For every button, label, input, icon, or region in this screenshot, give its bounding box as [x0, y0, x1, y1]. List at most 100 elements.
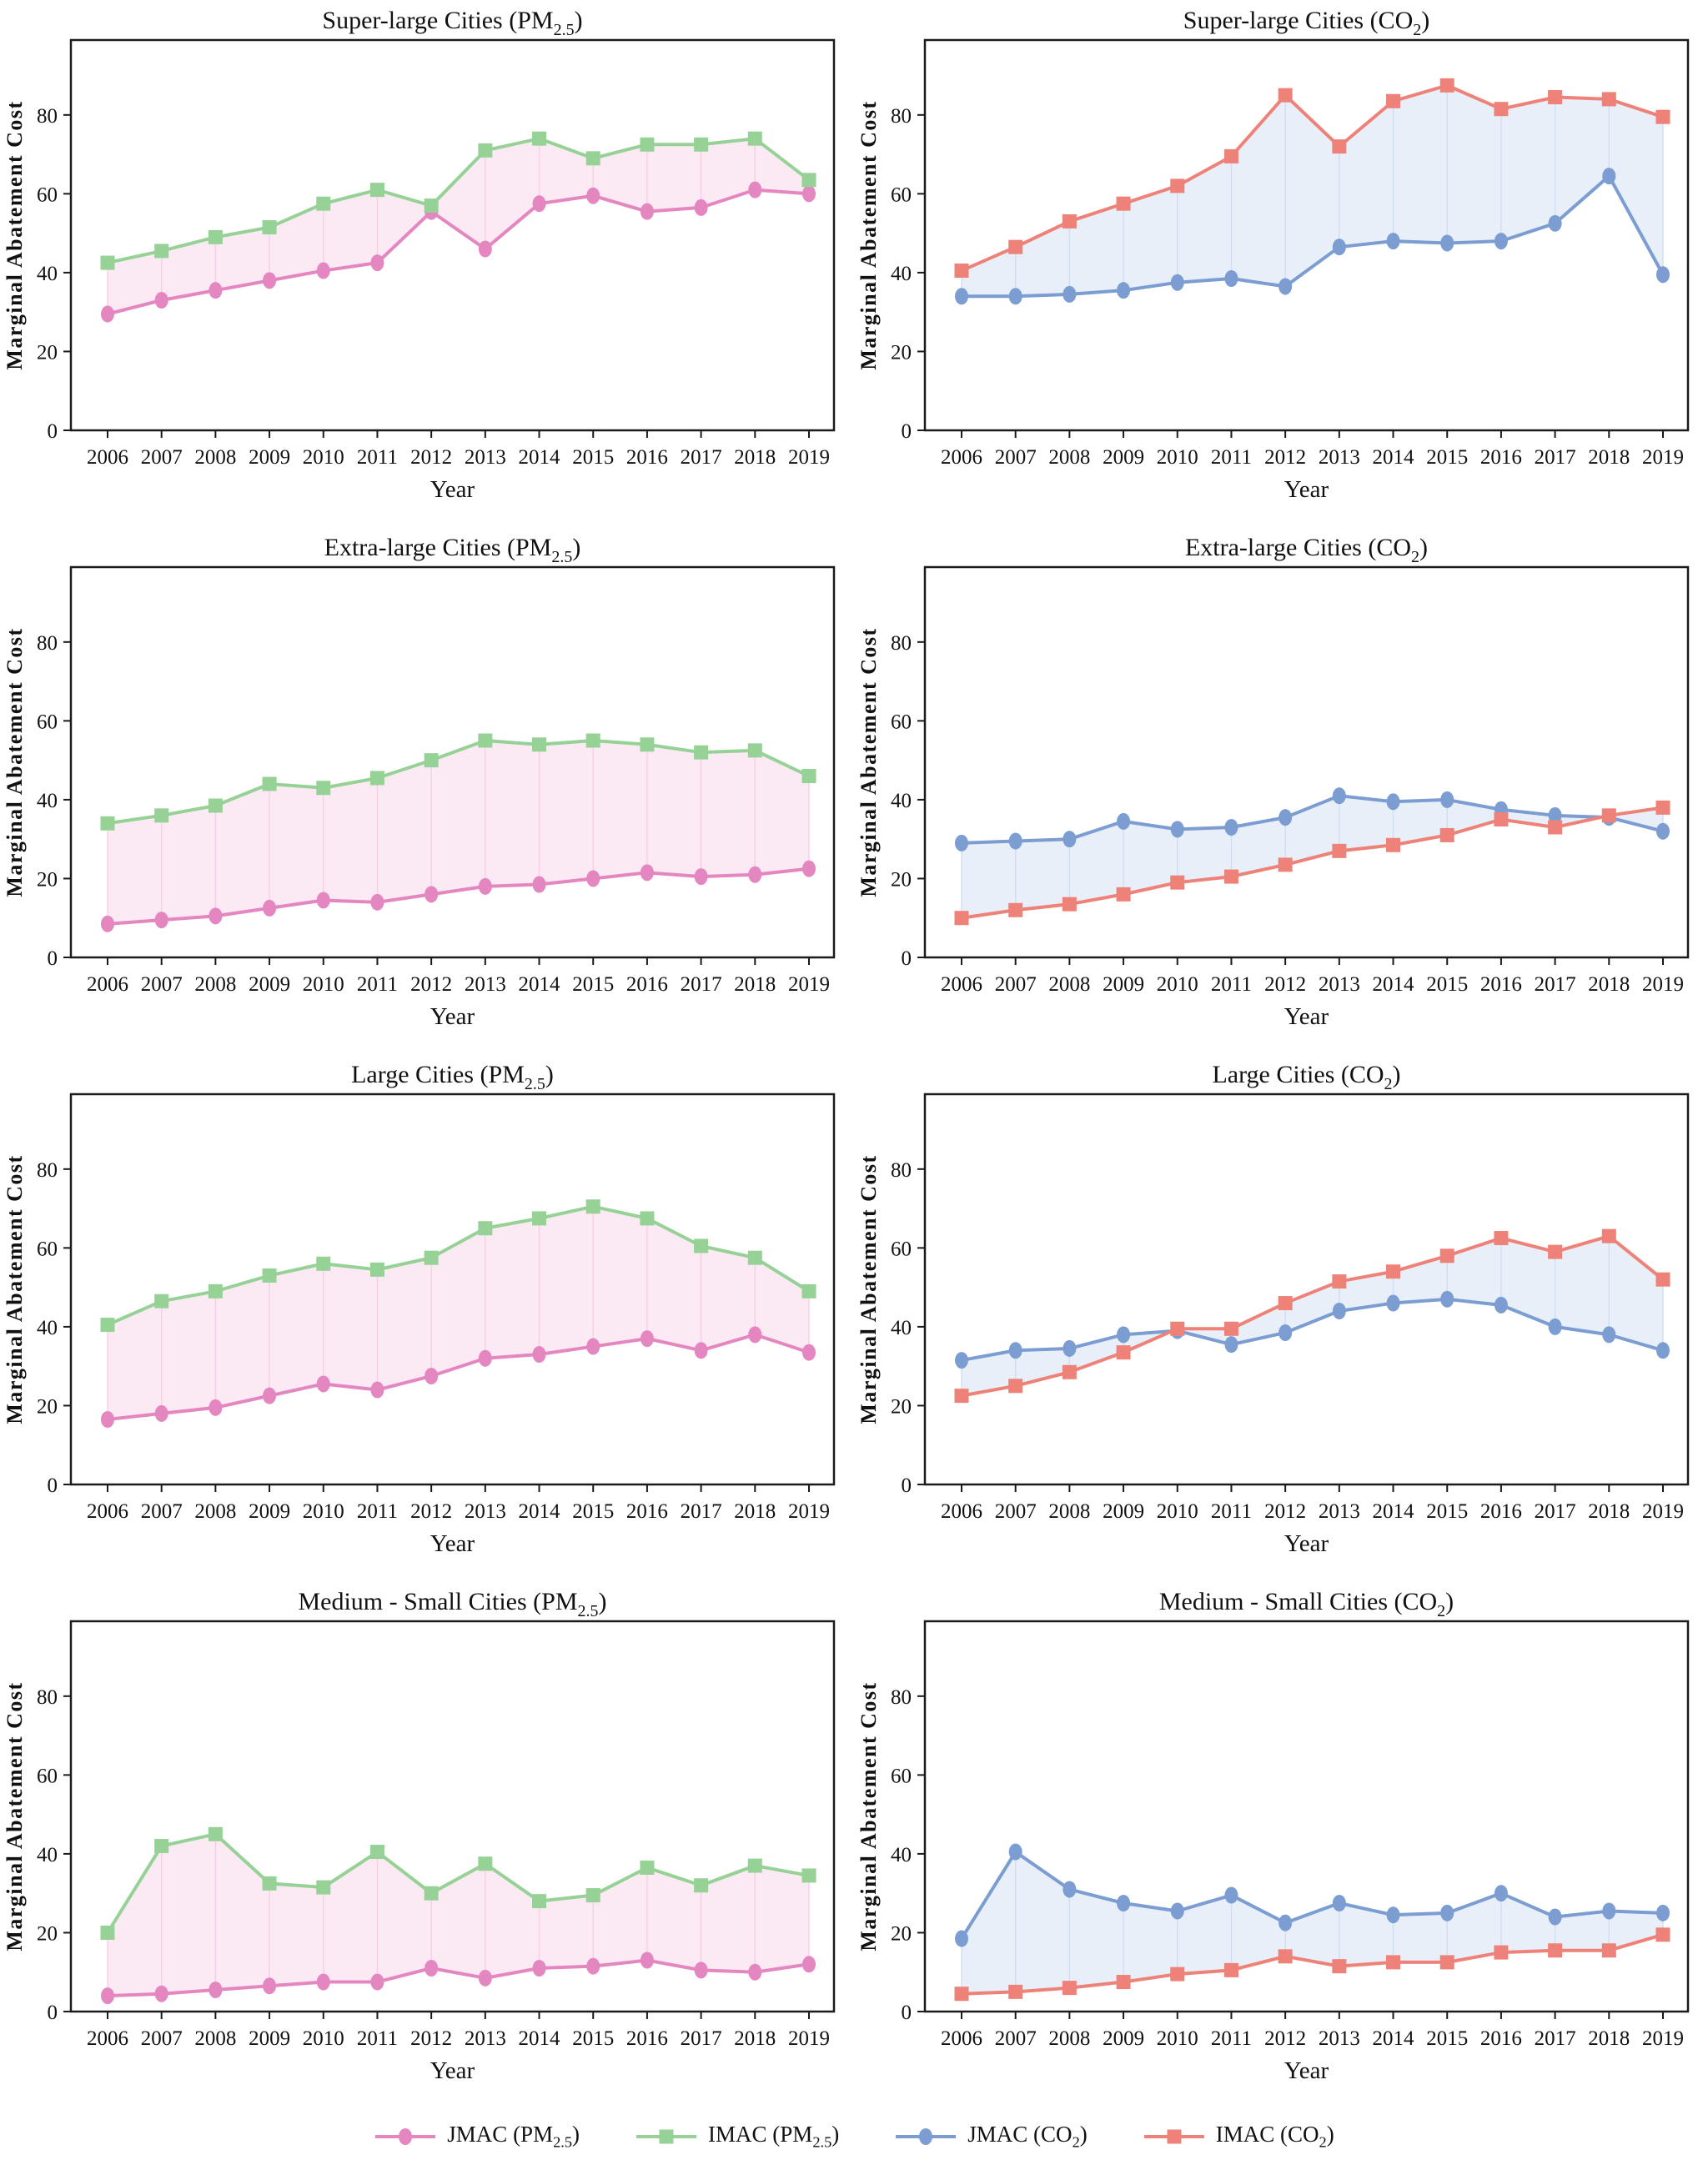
legend-item-1: IMAC (PM2.5)	[635, 2122, 839, 2151]
y-axis-label: Marginal Abatement Cost	[857, 627, 881, 897]
svg-text:2012: 2012	[410, 446, 452, 469]
svg-text:2018: 2018	[734, 2027, 776, 2050]
legend-label: IMAC (PM2.5)	[708, 2122, 840, 2151]
svg-text:2006: 2006	[87, 1500, 128, 1523]
svg-text:2007: 2007	[995, 446, 1037, 469]
svg-text:2015: 2015	[1426, 973, 1468, 996]
svg-text:2019: 2019	[788, 446, 830, 469]
connector-lines	[107, 1834, 810, 1997]
y-axis-label: Marginal Abatement Cost	[857, 1681, 881, 1951]
chart-large-co2: Large Cities (CO2) Marginal Abatement Cos…	[854, 1054, 1708, 1581]
chart-medium-small-co2: Medium - Small Cities (CO2) Marginal Abat…	[854, 1581, 1708, 2108]
svg-text:2008: 2008	[1048, 446, 1090, 469]
svg-text:2016: 2016	[1480, 1500, 1522, 1523]
series-jmac	[101, 181, 816, 323]
svg-text:2006: 2006	[941, 973, 982, 996]
x-axis-label: Year	[430, 476, 475, 503]
svg-text:2015: 2015	[572, 1500, 614, 1523]
chart-title: Large Cities (PM2.5)	[351, 1061, 554, 1093]
chart-canvas: Medium - Small Cities (PM2.5) Marginal Ab…	[3, 1588, 836, 2084]
x-axis: 2006 2007 2008 2009 2010 2011 2012 2013 2014 2015…	[941, 2012, 1684, 2050]
y-axis: 0 20 40 60 80	[37, 632, 71, 970]
svg-text:0: 0	[48, 420, 58, 443]
svg-text:2008: 2008	[1048, 1500, 1090, 1523]
x-axis: 2006 2007 2008 2009 2010 2011 2012 2013 2014 2015…	[941, 1484, 1684, 1523]
chart-canvas: Super-large Cities (PM2.5) Marginal Abate…	[3, 7, 836, 503]
svg-text:2016: 2016	[626, 2027, 668, 2050]
fill-area	[962, 1851, 1663, 1994]
legend-label: IMAC (CO2)	[1215, 2122, 1334, 2151]
svg-text:2015: 2015	[1426, 446, 1468, 469]
plot-border	[923, 1093, 1690, 1486]
svg-text:2014: 2014	[1373, 1500, 1415, 1523]
svg-text:2011: 2011	[1211, 446, 1252, 469]
plot-border	[69, 1620, 836, 2013]
y-axis: 0 20 40 60 80	[37, 1686, 71, 2024]
svg-text:2014: 2014	[519, 2027, 561, 2050]
svg-text:60: 60	[37, 183, 58, 206]
svg-text:2017: 2017	[681, 973, 722, 996]
x-axis-label: Year	[430, 1530, 475, 1557]
svg-text:2014: 2014	[519, 1500, 561, 1523]
x-axis-label: Year	[1284, 1003, 1329, 1030]
svg-text:2012: 2012	[410, 2027, 452, 2050]
connector-lines	[107, 138, 810, 314]
svg-text:80: 80	[891, 105, 912, 128]
svg-text:2014: 2014	[519, 446, 561, 469]
svg-text:40: 40	[891, 790, 912, 812]
svg-text:2013: 2013	[465, 2027, 506, 2050]
x-axis-label: Year	[1284, 1530, 1329, 1557]
y-axis: 0 20 40 60 80	[37, 1159, 71, 1497]
series-jmac	[101, 1952, 816, 2005]
chart-title: Large Cities (CO2)	[1212, 1061, 1400, 1093]
svg-text:2007: 2007	[995, 2027, 1037, 2050]
svg-text:0: 0	[902, 420, 912, 443]
svg-text:0: 0	[48, 947, 58, 970]
svg-text:2018: 2018	[1588, 446, 1630, 469]
charts-grid: Super-large Cities (PM2.5) Marginal Abate…	[3, 7, 1708, 2108]
svg-text:2015: 2015	[572, 973, 614, 996]
svg-text:2010: 2010	[303, 1500, 344, 1523]
svg-text:80: 80	[37, 105, 58, 128]
svg-text:2010: 2010	[1157, 446, 1198, 469]
square-marker-icon	[636, 2129, 697, 2144]
svg-text:2017: 2017	[681, 2027, 722, 2050]
svg-text:40: 40	[891, 1317, 912, 1339]
plot-border	[69, 565, 836, 959]
series-imac	[954, 1927, 1670, 2002]
fill-area	[108, 1834, 809, 1997]
svg-text:2013: 2013	[1319, 2027, 1360, 2050]
svg-text:20: 20	[37, 1922, 58, 1945]
svg-text:60: 60	[37, 1238, 58, 1260]
svg-text:0: 0	[902, 947, 912, 970]
y-axis: 0 20 40 60 80	[37, 105, 71, 443]
svg-text:2012: 2012	[410, 1500, 452, 1523]
legend-item-3: IMAC (CO2)	[1143, 2122, 1334, 2151]
svg-text:2016: 2016	[626, 1500, 668, 1523]
series-imac	[100, 733, 816, 831]
y-axis: 0 20 40 60 80	[891, 1686, 925, 2024]
circle-marker-icon	[896, 2127, 957, 2145]
svg-text:2016: 2016	[1480, 446, 1522, 469]
svg-text:2010: 2010	[1157, 973, 1198, 996]
svg-text:2008: 2008	[194, 446, 236, 469]
svg-text:2016: 2016	[1480, 2027, 1522, 2050]
svg-text:2017: 2017	[1535, 2027, 1576, 2050]
series-imac	[100, 1826, 816, 1940]
y-axis: 0 20 40 60 80	[891, 105, 925, 443]
legend: JMAC (PM2.5) IMAC (PM2.5) JMAC (CO2) IMAC (…	[0, 2108, 1708, 2165]
svg-text:2012: 2012	[1264, 973, 1306, 996]
svg-text:2019: 2019	[788, 973, 830, 996]
y-axis: 0 20 40 60 80	[891, 1159, 925, 1497]
svg-text:20: 20	[37, 1395, 58, 1418]
legend-label: JMAC (CO2)	[967, 2122, 1088, 2151]
fill-area	[108, 138, 809, 314]
fill-area	[108, 1206, 809, 1419]
svg-text:2011: 2011	[357, 973, 398, 996]
svg-text:2013: 2013	[465, 1500, 506, 1523]
svg-text:2011: 2011	[1211, 2027, 1252, 2050]
x-axis: 2006 2007 2008 2009 2010 2011 2012 2013 2014 2015…	[941, 430, 1684, 469]
svg-text:2010: 2010	[1157, 2027, 1198, 2050]
chart-title: Super-large Cities (CO2)	[1183, 7, 1429, 39]
svg-text:2010: 2010	[303, 446, 344, 469]
